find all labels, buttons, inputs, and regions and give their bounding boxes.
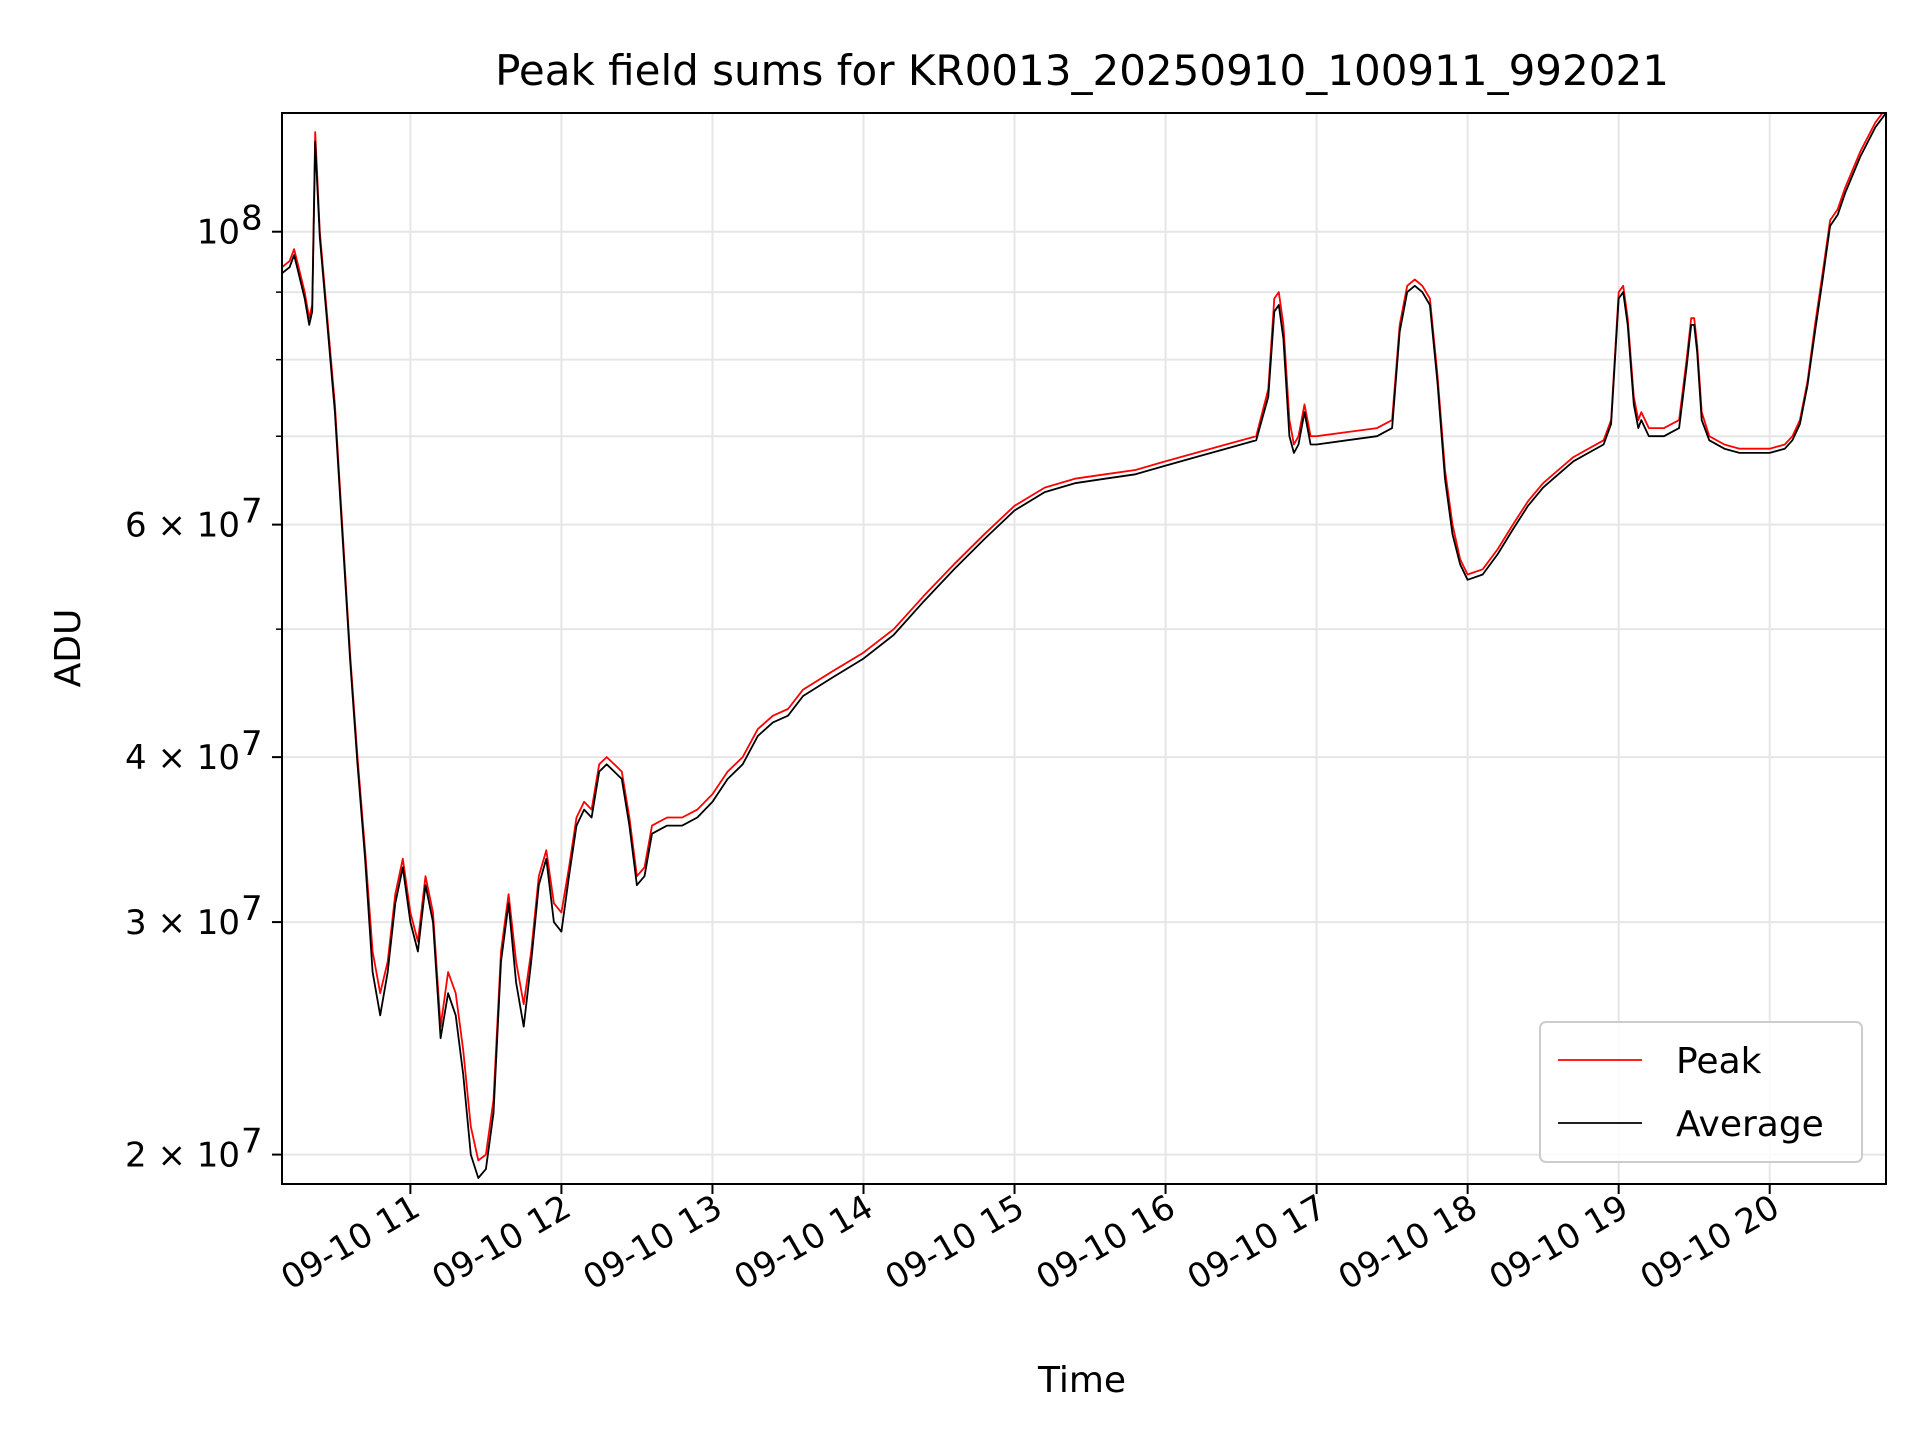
series-layer xyxy=(282,113,1886,1179)
legend-box xyxy=(1539,1021,1863,1163)
y-tick-label: 10 xyxy=(197,213,240,253)
y-tick-exponent: 7 xyxy=(241,724,263,764)
y-axis: 10 86 × 10 74 × 10 73 × 10 72 × 10 7 xyxy=(125,199,282,1176)
y-tick-exponent: 7 xyxy=(241,1122,263,1162)
legend-label: Peak xyxy=(1676,1041,1762,1082)
chart-title: Peak field sums for KR0013_20250910_1009… xyxy=(495,46,1669,95)
y-tick-label: 3 × 10 xyxy=(125,903,240,943)
y-tick-label: 6 × 10 xyxy=(125,506,240,546)
y-tick-label: 4 × 10 xyxy=(125,738,240,778)
y-tick-exponent: 8 xyxy=(241,199,263,239)
x-axis-label: Time xyxy=(1037,1360,1126,1401)
legend: Peak Average xyxy=(1539,1021,1863,1163)
legend-label: Average xyxy=(1676,1104,1824,1145)
y-tick-exponent: 7 xyxy=(241,889,263,929)
y-axis-label: ADU xyxy=(48,609,89,688)
plot-frame xyxy=(281,112,1887,1185)
y-tick-exponent: 7 xyxy=(241,492,263,532)
series-line-peak xyxy=(282,113,1884,1162)
series-line-average xyxy=(282,113,1886,1179)
y-tick-label: 2 × 10 xyxy=(125,1136,240,1176)
